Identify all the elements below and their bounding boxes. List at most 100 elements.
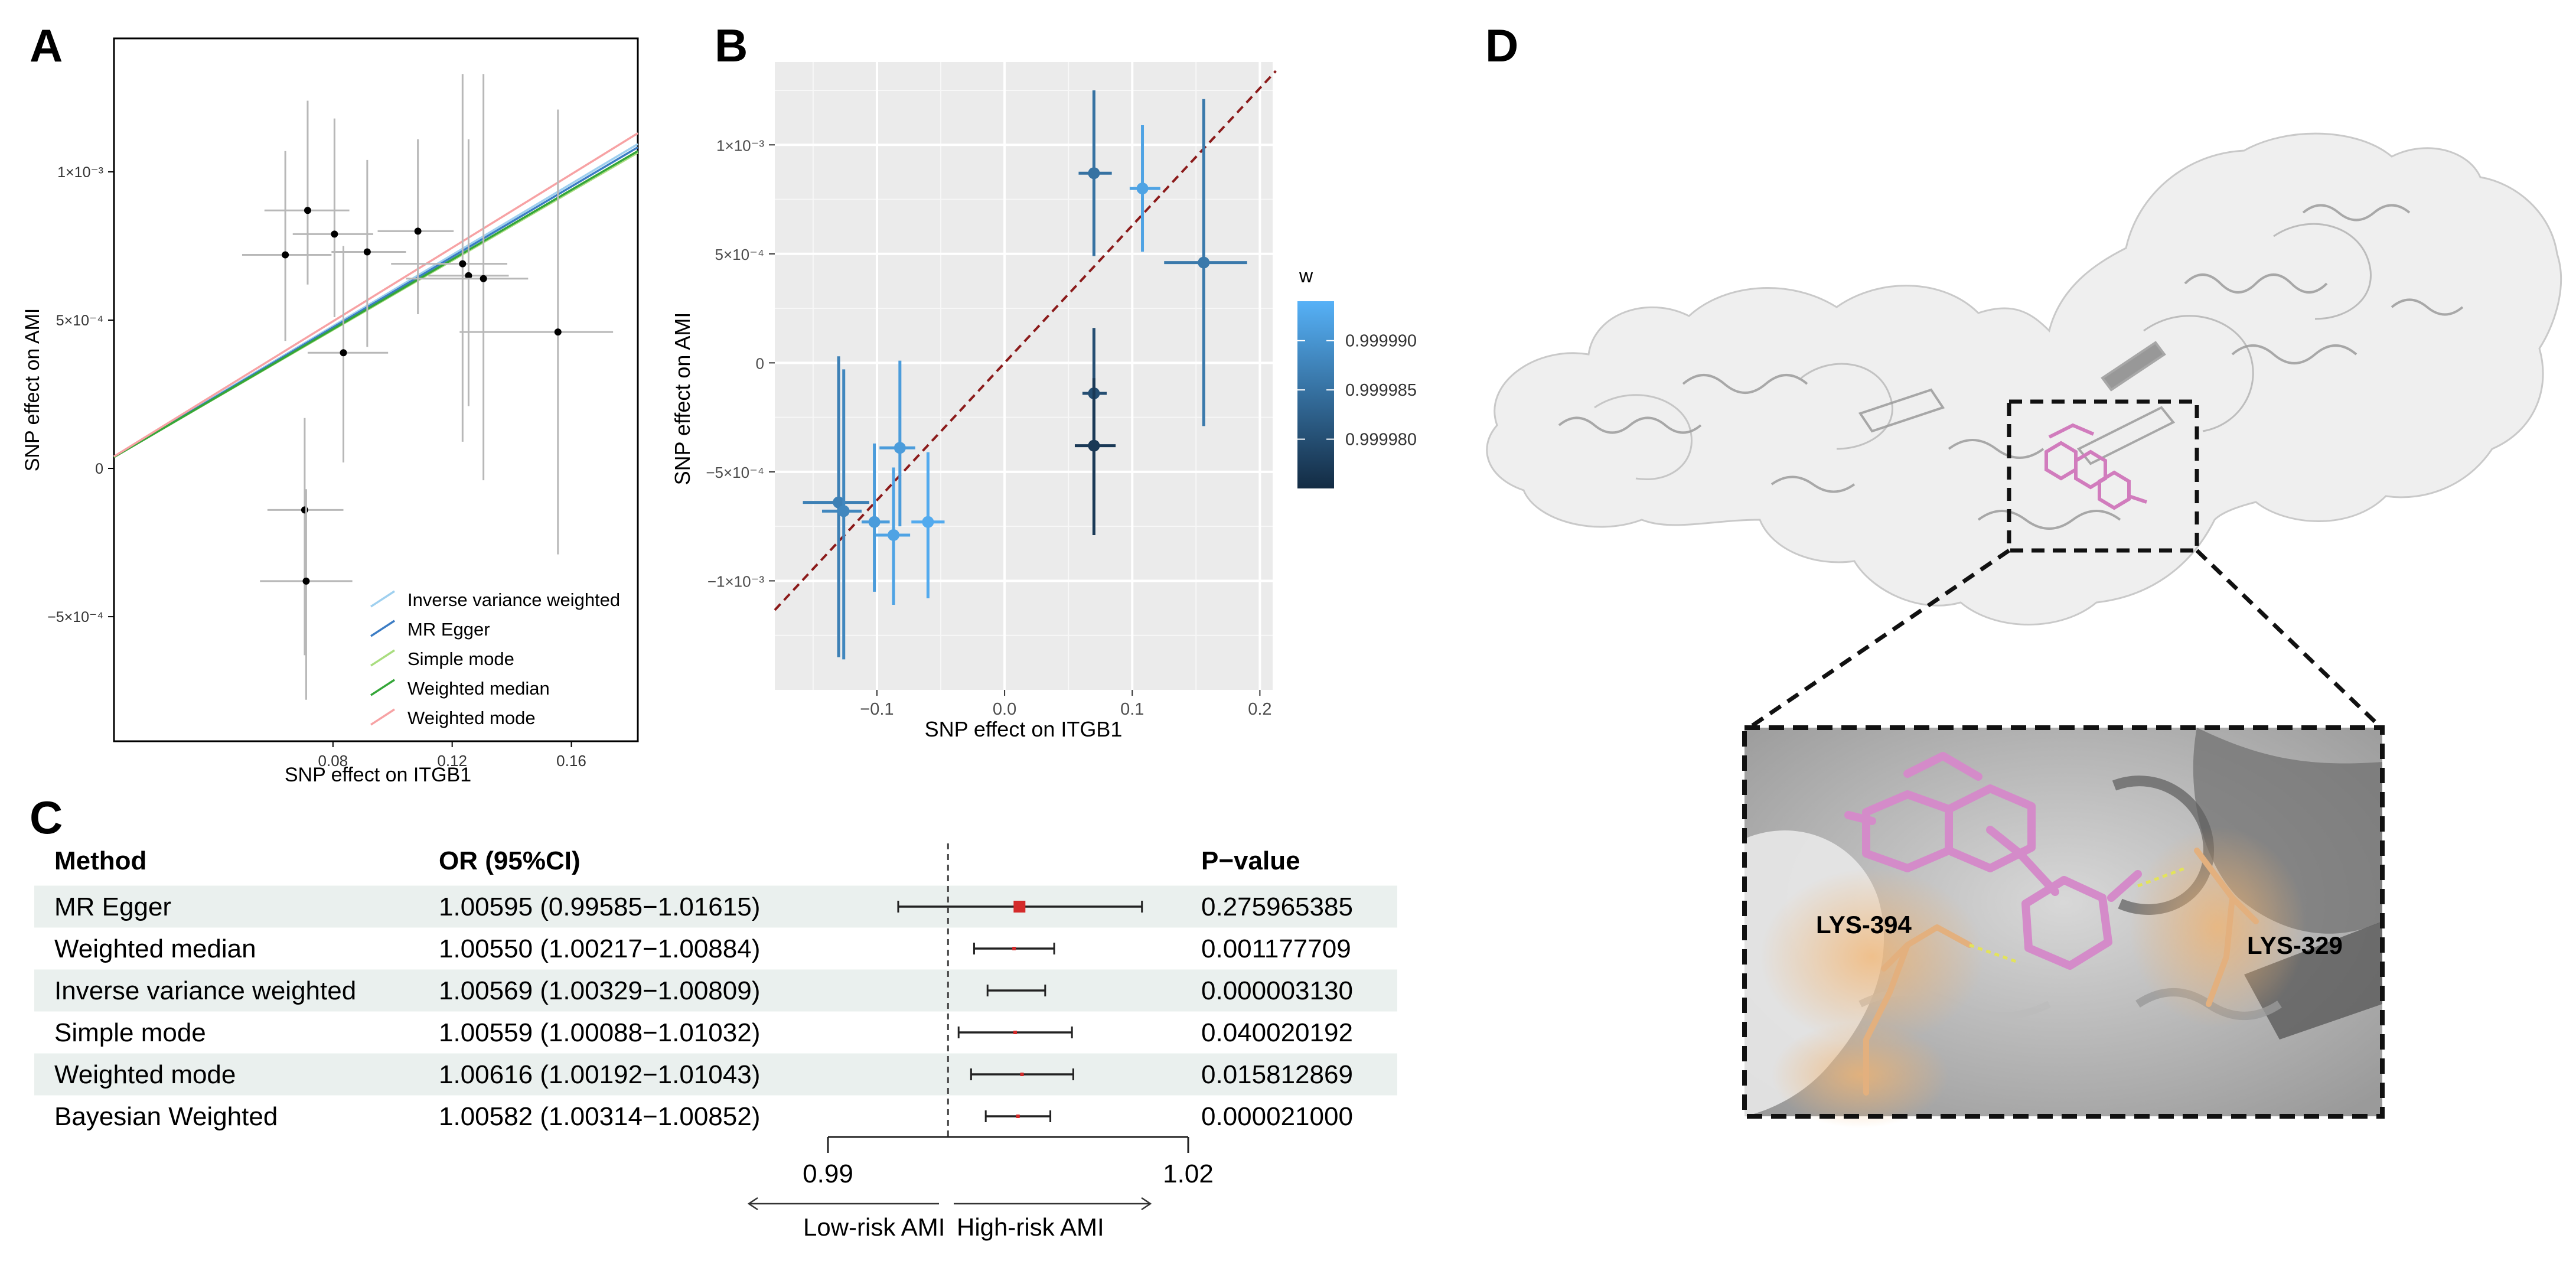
panel-b-gridlines [775,62,1273,690]
panel-c-x-axis: 0.99 1.02 [803,1136,1214,1188]
panel-b-reference-line [774,70,1277,611]
panel-a-ytick-label-3: −5×10⁻⁴ [47,609,103,625]
panel-a-point-5 [414,227,422,235]
panel-b-x-axis: −0.1 0.0 0.1 0.2 [860,690,1272,719]
panel-b-ytick-label-3: −5×10⁻⁴ [706,464,764,481]
panel-c-method-2: Inverse variance weighted [54,976,356,1005]
panel-b-ytick-label-1: 5×10⁻⁴ [715,246,764,263]
panel-c-left-label: Low-risk AMI [803,1213,945,1241]
panel-a-legend-label-4: Weighted mode [407,708,536,728]
panel-c-right-label: High-risk AMI [957,1213,1104,1241]
panel-b-cbtick-label-1: 0.999985 [1345,381,1417,400]
ligand-small [2045,423,2147,510]
panel-b-xlabel: SNP effect on ITGB1 [925,717,1123,741]
panel-c-or-1: 1.00550 (1.00217−1.00884) [439,934,760,963]
panel-b-point-1 [1136,183,1149,195]
panel-c-or-0: 1.00595 (0.99585−1.01615) [439,892,760,921]
panel-a-legend-label-3: Weighted median [407,678,550,699]
panel-b-point-10 [922,516,934,528]
panel-b-point-5 [894,442,906,454]
panel-a-xlabel: SNP effect on ITGB1 [285,764,471,786]
panel-b-point-0 [1088,167,1100,180]
panel-a-point-0 [282,251,289,259]
panel-a-scatter: 0.08 0.12 0.16 1×10⁻³ 5×10⁻⁴ 0 −5×10⁻⁴ SNP ef… [21,37,639,786]
panel-a-legend: Inverse variance weighted MR Egger Simple … [370,589,620,728]
panel-b-colorbar-ticks: 0.999990 0.999985 0.999980 [1297,332,1417,449]
panel-a-regression-lines [113,132,638,458]
panel-a-line-3 [113,150,638,458]
panel-c-forest-plot: Method OR (95%CI) P−value MR Egger 1.0059… [34,843,1397,1241]
panel-a-legend-swatch-3 [370,679,395,696]
panel-c-band-4 [34,1053,1397,1096]
panel-c-estimate-4 [1020,1073,1024,1076]
panel-letter-d: D [1485,19,1519,71]
panel-c-or-3: 1.00559 (1.00088−1.01032) [439,1018,760,1047]
panel-b-point-7 [837,505,850,517]
panel-a-x-axis: 0.08 0.12 0.16 [318,741,586,770]
panel-c-estimate-1 [1012,947,1016,950]
panel-c-band-0 [34,885,1397,928]
panel-c-pvalue-4: 0.015812869 [1201,1060,1353,1089]
panel-b-ylabel: SNP effect on AMI [670,312,694,485]
panel-b-colorbar [1297,301,1334,488]
panel-a-legend-swatch-4 [370,708,395,726]
panel-c-header-pvalue: P−value [1201,846,1300,875]
panel-a-ytick-label-0: 1×10⁻³ [57,164,103,181]
panel-a-plot-border [113,37,639,742]
panel-b-cbtick-label-2: 0.999980 [1345,431,1417,449]
zoom-connector-right [2195,549,2382,728]
panel-a-xtick-label-1: 0.12 [437,752,467,770]
panel-b-point-6 [833,496,845,509]
panel-a-ytick-label-2: 0 [95,461,103,477]
panel-c-pvalue-5: 0.000021000 [1201,1102,1353,1131]
panel-a-points [242,74,614,700]
panel-a-legend-label-0: Inverse variance weighted [407,589,620,610]
panel-c-estimate-3 [1013,1031,1017,1034]
panel-b-point-9 [888,529,900,541]
residue-label-left: LYS-394 [1816,911,1912,939]
panel-c-estimate-0 [1013,901,1026,913]
panel-c-xtick-label-0: 0.99 [803,1159,853,1188]
panel-c-or-4: 1.00616 (1.00192−1.01043) [439,1060,760,1089]
panel-c-or-2: 1.00569 (1.00329−1.00809) [439,976,760,1005]
panel-b-xtick-label-0: −0.1 [860,700,894,719]
panel-a-point-9 [554,328,562,336]
panel-a-ylabel: SNP effect on AMI [21,308,44,472]
zoom-inset: LYS-394 LYS-329 [1742,725,2385,1128]
panel-c-method-4: Weighted mode [54,1060,236,1089]
panel-b-plot-background [775,62,1273,690]
panel-b-ytick-label-4: −1×10⁻³ [707,572,764,590]
panel-d-protein-structure: LYS-394 LYS-329 [1486,132,2562,1128]
zoom-inset-border [1742,725,2385,1119]
panel-a-xtick-label-0: 0.08 [318,752,348,770]
protein-cartoon [1558,204,2464,530]
panel-c-header-or: OR (95%CI) [439,846,581,875]
panel-b-point-4 [1088,439,1100,452]
panel-a-legend-label-1: MR Egger [407,619,490,640]
panel-a-point-3 [340,349,347,357]
panel-b-cbtick-label-0: 0.999990 [1345,332,1417,351]
panel-c-estimate-5 [1016,1115,1020,1118]
panel-b-point-2 [1198,256,1210,269]
panel-c-row-bands [34,885,1397,1096]
panel-b-point-8 [868,516,881,528]
panel-c-rows: MR Egger 1.00595 (0.99585−1.01615) 0.27596… [54,892,1353,1131]
panel-c-pvalue-3: 0.040020192 [1201,1018,1353,1047]
panel-b-y-axis: 1×10⁻³ 5×10⁻⁴ 0 −5×10⁻⁴ −1×10⁻³ [706,136,775,590]
panel-a-point-4 [363,248,371,256]
panel-c-method-3: Simple mode [54,1018,206,1047]
residue-label-right: LYS-329 [2247,931,2343,959]
panel-c-pvalue-1: 0.001177709 [1201,934,1351,963]
panel-a-point-8 [480,275,487,282]
panel-c-method-0: MR Egger [54,892,171,921]
zoom-region-box [2007,399,2199,553]
panel-a-legend-swatch-1 [370,620,395,637]
panel-b-colorbar-title: w [1299,265,1313,286]
panel-c-method-5: Bayesian Weighted [54,1102,278,1131]
zoom-connector-left [1750,549,2010,728]
panel-b-xtick-label-3: 0.2 [1248,700,1271,719]
panel-a-line-4 [113,132,638,458]
panel-c-direction-arrows [747,1197,1152,1211]
panel-b-ytick-label-2: 0 [756,354,764,372]
